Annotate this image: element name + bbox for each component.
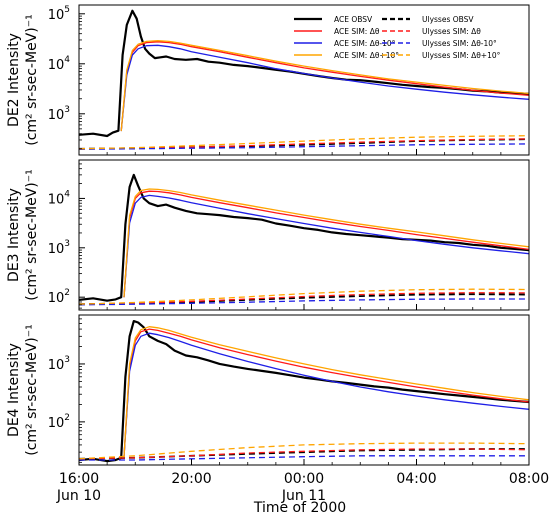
y-axis-unit: (cm² sr-sec-MeV)⁻¹ [24, 324, 40, 455]
panel-de3: 102 103 104 DE3 Intensity (cm² sr-sec-MeV)⁻¹ [6, 159, 530, 311]
series-ace-sim-10 [120, 40, 529, 132]
series-ace-sim [123, 190, 529, 298]
x-tick-label: 16:00 [59, 471, 99, 487]
y-tick-label: 103 [48, 355, 70, 373]
series-ace-obsv [79, 320, 529, 463]
x-tick-label: 00:00 [284, 471, 324, 487]
y-tick-label: 102 [48, 288, 70, 306]
series-ace-sim-10 [123, 332, 529, 457]
series-ulysses-sim-10 [79, 442, 529, 460]
panel-de2: 103 104 105 DE2 Intensity (cm² sr-sec-MeV)⁻¹ [6, 4, 530, 156]
legend-label: Ulysses SIM: Δθ+10° [422, 51, 501, 60]
legend-label: Ulysses OBSV [422, 15, 474, 24]
series-ulysses-sim-10 [79, 298, 529, 306]
legend-label: ACE SIM: Δθ-10° [334, 39, 396, 48]
y-tick-label: 103 [48, 239, 70, 257]
series-ulysses-sim-10 [79, 288, 529, 305]
legend-label: ACE SIM: Δθ+10° [334, 51, 399, 60]
y-tick-label: 104 [48, 189, 71, 207]
y-axis-unit: (cm² sr-sec-MeV)⁻¹ [24, 169, 40, 300]
series-ulysses-sim-10 [79, 455, 529, 461]
series-ace-sim-10 [123, 188, 529, 298]
x-tick-label: 20:00 [171, 471, 211, 487]
y-axis-unit: (cm² sr-sec-MeV)⁻¹ [24, 14, 40, 145]
y-tick-label: 105 [48, 5, 70, 23]
y-tick-label: 102 [48, 413, 70, 431]
series-group [79, 320, 529, 463]
legend-label: ACE SIM: Δθ [334, 27, 380, 36]
series-ace-sim-10 [123, 194, 529, 298]
y-tick-label: 104 [48, 55, 71, 73]
series-ulysses-sim [79, 448, 529, 460]
series-ace-sim [123, 328, 529, 457]
legend-label: Ulysses SIM: Δθ [422, 27, 481, 36]
series-ace-obsv [79, 173, 529, 302]
series-ace-sim-10 [120, 44, 529, 132]
x-tick-date-label: Jun 10 [56, 488, 101, 504]
series-ulysses-sim [79, 138, 529, 150]
y-axis-title: DE2 Intensity [6, 33, 22, 127]
series-ace-sim-10 [123, 326, 529, 457]
y-tick-label: 103 [48, 105, 70, 123]
panel-de4: 102 103 DE4 Intensity (cm² sr-sec-MeV)⁻¹ [6, 314, 530, 466]
series-ace-sim [120, 41, 529, 132]
series-ulysses-sim-10 [79, 135, 529, 150]
x-tick-label: 04:00 [396, 471, 436, 487]
x-tick-date-label: Jun 11 [281, 488, 326, 504]
legend-label: Ulysses SIM: Δθ-10° [422, 39, 497, 48]
x-axis-title: Time of 2000 [253, 500, 346, 516]
series-group [79, 173, 529, 306]
x-tick-label: 08:00 [509, 471, 549, 487]
series-ulysses-sim [79, 292, 529, 305]
y-axis-title: DE4 Intensity [6, 343, 22, 437]
series-ace-obsv [79, 9, 529, 138]
series-group [79, 9, 529, 150]
series-ulysses-sim-10 [79, 143, 529, 150]
y-axis-title: DE3 Intensity [6, 188, 22, 282]
legend: ACE OBSV ACE SIM: Δθ ACE SIM: Δθ-10° ACE SI… [294, 15, 501, 60]
legend-label: ACE OBSV [334, 15, 373, 24]
